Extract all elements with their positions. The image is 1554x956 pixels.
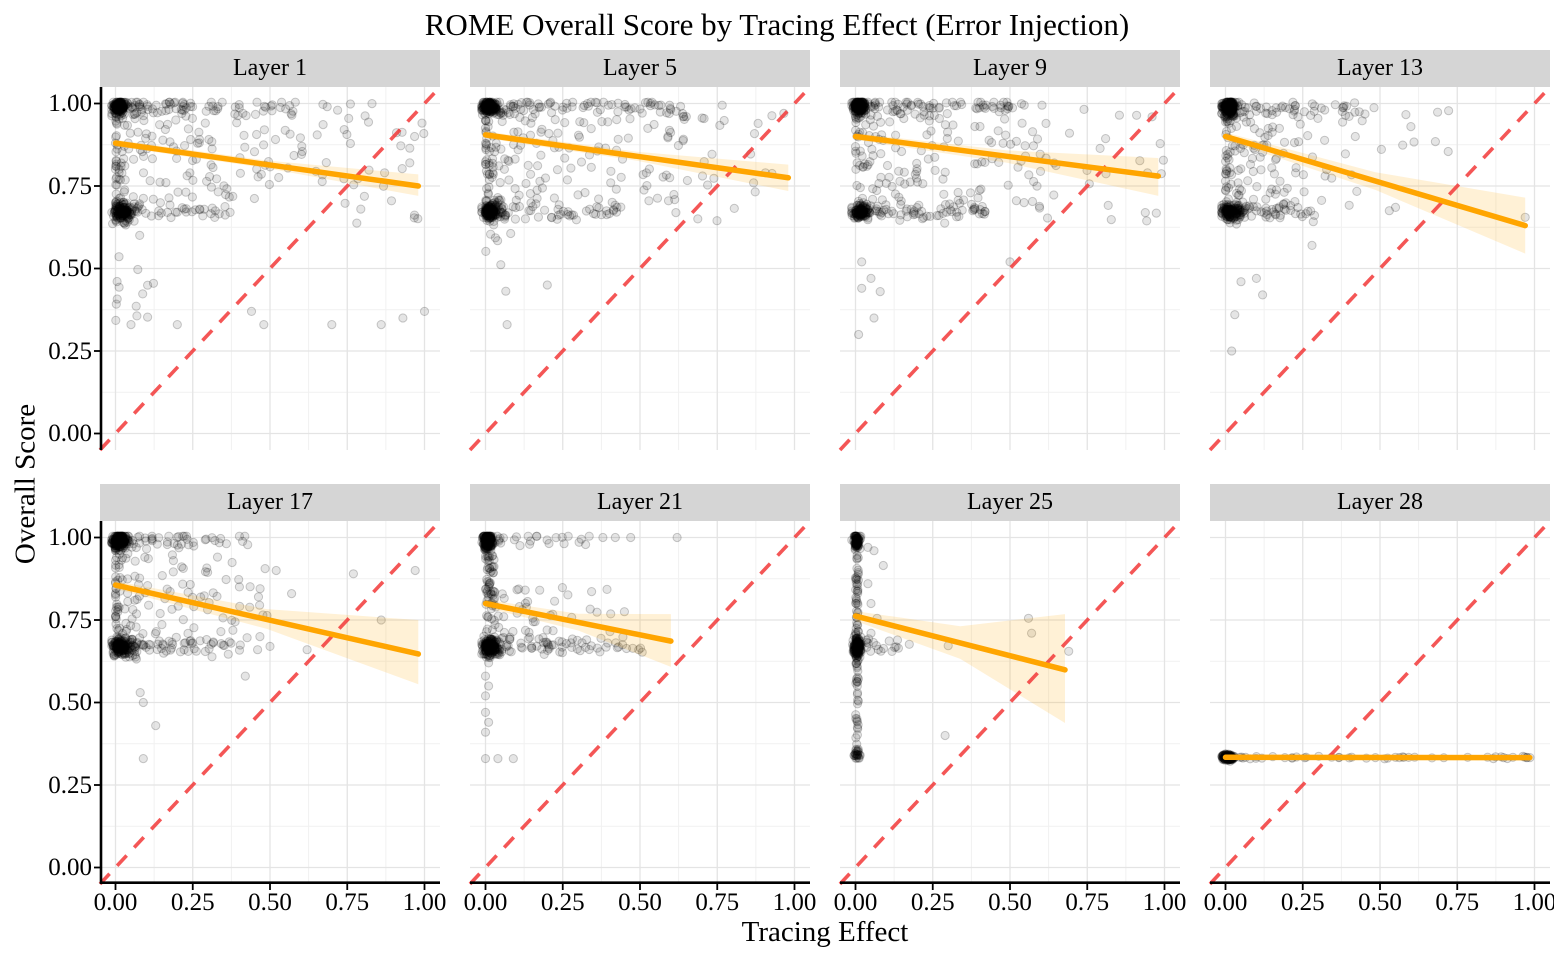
scatter-points xyxy=(847,531,1074,763)
facet-strip-label: Layer 9 xyxy=(973,55,1047,81)
y-tick-label: 0.50 xyxy=(48,255,92,282)
trend-line xyxy=(482,600,674,644)
x-tick-label: 1.00 xyxy=(402,889,447,916)
facet-strip-layer-25: Layer 25 xyxy=(840,484,1180,521)
facet-strip-label: Layer 21 xyxy=(597,489,683,515)
facet-strip-layer-1: Layer 1 xyxy=(100,50,440,87)
grid-lines xyxy=(1210,87,1550,450)
y-tick-label: 0.00 xyxy=(48,420,92,447)
x-tick-label: 0.75 xyxy=(695,889,740,916)
facet-panel-layer-9 xyxy=(838,85,1182,452)
scatter-points xyxy=(107,97,430,330)
facet-strip-layer-5: Layer 5 xyxy=(470,50,810,87)
identity-reference-line xyxy=(98,85,442,452)
identity-reference-line xyxy=(1208,519,1552,886)
identity-reference-line xyxy=(1208,85,1552,452)
confidence-ribbon xyxy=(115,581,419,685)
y-tick-label: 0.25 xyxy=(48,337,92,365)
facet-strip-layer-17: Layer 17 xyxy=(100,484,440,521)
x-tick-label: 0.00 xyxy=(93,889,138,916)
facet-strip-label: Layer 5 xyxy=(603,55,677,81)
x-tick-label: 0.75 xyxy=(1065,889,1110,916)
trend-line xyxy=(852,613,1068,673)
x-tick-label: 1.00 xyxy=(1512,889,1554,916)
y-tick-label: 0.50 xyxy=(48,689,92,716)
grid-lines xyxy=(840,521,1180,884)
identity-reference-line xyxy=(468,85,812,452)
y-tick-label: 1.00 xyxy=(48,524,92,551)
x-tick-label: 0.50 xyxy=(248,889,292,916)
scatter-points xyxy=(1217,97,1530,356)
confidence-ribbon xyxy=(1225,132,1526,254)
confidence-ribbon xyxy=(855,611,1065,723)
grid-lines xyxy=(470,87,810,450)
scatter-points xyxy=(477,97,789,330)
facet-strip-label: Layer 28 xyxy=(1337,489,1423,515)
scatter-points xyxy=(477,531,682,764)
grid-lines xyxy=(840,87,1180,450)
y-tick-label: 0.25 xyxy=(48,771,92,799)
facet-strip-layer-13: Layer 13 xyxy=(1210,50,1550,87)
facet-strip-layer-21: Layer 21 xyxy=(470,484,810,521)
facet-panel-layer-17 xyxy=(94,519,442,890)
x-tick-label: 0.25 xyxy=(170,889,215,916)
x-tick-label: 0.25 xyxy=(910,889,955,916)
scatter-points xyxy=(107,531,420,764)
facet-strip-layer-9: Layer 9 xyxy=(840,50,1180,87)
trend-line xyxy=(852,133,1162,179)
facet-panel-layer-5 xyxy=(468,85,812,452)
x-tick-label: 0.00 xyxy=(463,889,508,916)
grid-lines xyxy=(100,521,440,884)
x-tick-label: 0.75 xyxy=(325,889,370,916)
x-tick-label: 0.25 xyxy=(540,889,585,916)
x-tick-label: 0.00 xyxy=(833,889,878,916)
grid-lines xyxy=(470,521,810,884)
facet-panel-layer-1 xyxy=(94,85,442,452)
facet-panel-layer-13 xyxy=(1208,85,1552,452)
facet-strip-layer-28: Layer 28 xyxy=(1210,484,1550,521)
confidence-ribbon xyxy=(485,599,671,667)
grid-lines xyxy=(100,87,440,450)
trend-line xyxy=(112,140,422,189)
x-tick-label: 1.00 xyxy=(1142,889,1187,916)
trend-line xyxy=(482,132,792,181)
x-tick-label: 0.25 xyxy=(1280,889,1325,916)
identity-reference-line xyxy=(468,519,812,886)
y-tick-label: 0.00 xyxy=(48,854,92,881)
facet-panel-layer-21 xyxy=(468,519,812,890)
x-tick-label: 0.50 xyxy=(988,889,1032,916)
trend-line xyxy=(1222,133,1528,229)
facet-strip-label: Layer 13 xyxy=(1337,55,1423,81)
identity-reference-line xyxy=(838,519,1182,886)
x-tick-label: 0.50 xyxy=(618,889,662,916)
y-tick-label: 0.75 xyxy=(48,172,92,200)
identity-reference-line xyxy=(838,85,1182,452)
facet-panel-layer-25 xyxy=(838,519,1182,890)
x-tick-label: 1.00 xyxy=(772,889,817,916)
trend-line xyxy=(112,582,422,657)
facet-strip-label: Layer 1 xyxy=(233,55,307,81)
facet-strip-label: Layer 25 xyxy=(967,489,1053,515)
facet-panel-layer-28 xyxy=(1208,519,1552,890)
x-tick-label: 0.75 xyxy=(1435,889,1480,916)
y-tick-label: 1.00 xyxy=(48,90,92,117)
x-axis-title: Tracing Effect xyxy=(741,916,909,948)
chart-title: ROME Overall Score by Tracing Effect (Er… xyxy=(424,7,1130,42)
x-tick-label: 0.50 xyxy=(1358,889,1402,916)
scatter-points xyxy=(847,97,1168,340)
x-tick-label: 0.00 xyxy=(1203,889,1248,916)
identity-reference-line xyxy=(98,519,442,886)
y-tick-label: 0.75 xyxy=(48,606,92,634)
grid-lines xyxy=(1210,521,1550,884)
facet-strip-label: Layer 17 xyxy=(227,489,313,515)
